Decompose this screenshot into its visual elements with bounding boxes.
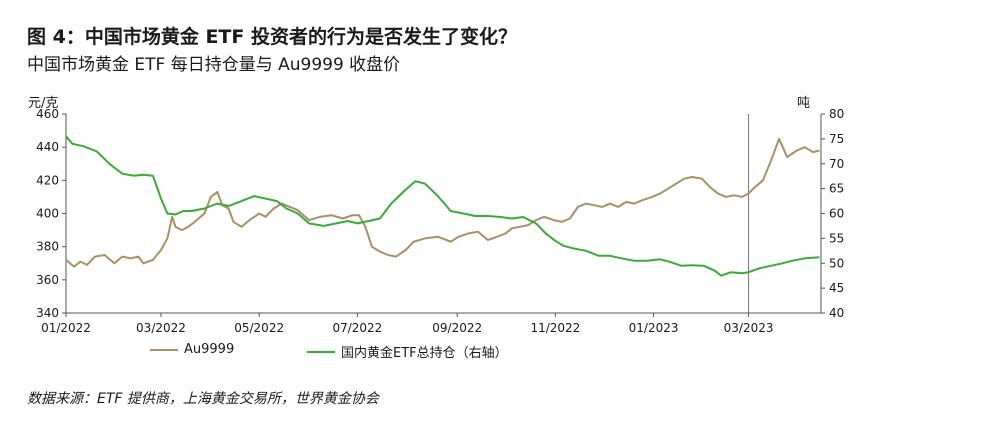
x-tick-label: 05/2022 [234,321,284,335]
left-axis-unit: 元/克 [28,96,59,111]
right-tick-label: 50 [829,256,844,270]
au9999-line [65,137,820,268]
series-lines [65,135,820,277]
chart-subtitle: 中国市场黄金 ETF 每日持仓量与 Au9999 收盘价 [27,55,401,75]
etf-holdings-line [65,135,820,277]
x-tick-label: 09/2022 [432,321,482,335]
right-tick-label: 65 [829,182,844,196]
right-tick-label: 45 [829,281,844,295]
x-tick-label: 07/2022 [332,321,382,335]
left-tick-label: 440 [36,140,59,154]
source-note: 数据来源：ETF 提供商，上海黄金交易所，世界黄金协会 [27,391,379,407]
legend-swatch-au9999 [150,348,178,351]
left-tick-label: 360 [36,273,59,287]
right-tick-label: 60 [829,207,844,221]
chart-title: 图 4：中国市场黄金 ETF 投资者的行为是否发生了变化？ [27,26,517,48]
x-tick-label: 11/2022 [530,321,580,335]
x-tick-label: 03/2022 [136,321,186,335]
right-tick-label: 75 [829,132,844,146]
right-axis-unit: 吨 [797,96,811,111]
right-tick-label: 40 [829,306,844,320]
legend-label-au9999: Au9999 [184,342,235,357]
legend-item-etf: 国内黄金ETF总持仓（右轴） [307,342,508,361]
right-tick-label: 80 [829,107,844,121]
legend-item-au9999: Au9999 [150,342,234,357]
left-tick-label: 460 [36,107,59,121]
right-tick-label: 70 [829,157,844,171]
left-tick-label: 400 [36,207,59,221]
legend-swatch-etf [307,350,335,353]
left-tick-label: 380 [36,240,59,254]
left-tick-label: 420 [36,173,59,187]
x-tick-label: 03/2023 [724,321,774,335]
right-tick-label: 55 [829,231,844,245]
legend-label-etf: 国内黄金ETF总持仓（右轴） [341,346,508,361]
tick-labels: 340 360 380 400 420 440 460 40 45 50 55 60 65 70 75 80 0… [36,107,844,335]
chart-axes [62,113,825,317]
x-tick-label: 01/2023 [629,321,679,335]
x-tick-label: 01/2022 [41,321,91,335]
left-tick-label: 340 [36,306,59,320]
